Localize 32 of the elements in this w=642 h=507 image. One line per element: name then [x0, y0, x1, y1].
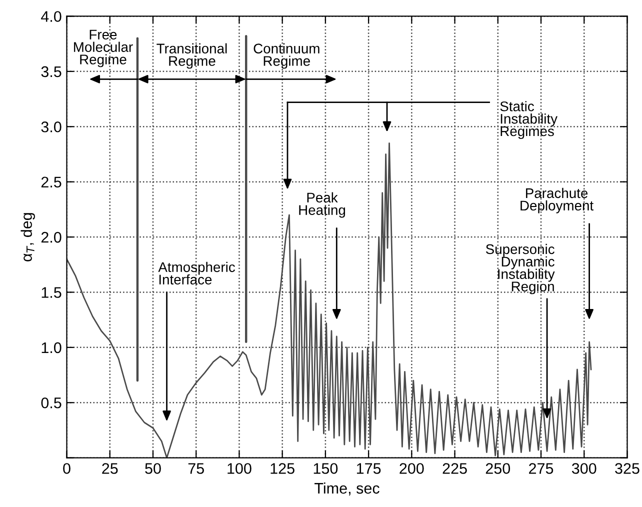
y-tick-label: 3.0: [41, 121, 62, 132]
x-tick-label: 275: [529, 463, 554, 474]
x-axis-title: Time, sec: [314, 482, 380, 496]
annotation: Parachute Deployment: [520, 188, 594, 214]
x-tick-label: 125: [270, 463, 294, 474]
annotation: Static Instability Regimes: [500, 101, 558, 139]
y-tick-label: 3.5: [41, 66, 62, 78]
x-tick-label: 150: [314, 463, 338, 474]
x-tick-label: 250: [486, 463, 510, 474]
y-axis-title: α$_{T}$, deg: [20, 213, 35, 262]
x-tick-label: 325: [615, 463, 640, 474]
x-tick-label: 200: [400, 463, 424, 474]
y-tick-label: 2.0: [41, 232, 62, 243]
annotation: Free Molecular Regime: [74, 30, 133, 68]
y-tick-label: 2.5: [41, 176, 62, 188]
y-tick-label: 0.5: [41, 397, 62, 408]
x-tick-label: 25: [102, 463, 118, 474]
x-tick-label: 50: [145, 463, 161, 474]
annotation: Transitional Regime: [156, 43, 227, 69]
y-tick-label: 1.0: [42, 342, 62, 354]
x-tick-label: 0: [63, 463, 70, 474]
x-tick-label: 225: [442, 463, 467, 474]
x-tick-label: 75: [188, 463, 204, 474]
x-tick-label: 175: [356, 463, 381, 474]
y-tick-label: 1.5: [42, 287, 62, 298]
annotation: Continuum Regime: [254, 43, 320, 69]
annotation: Atmospheric Interface: [158, 262, 235, 285]
x-tick-label: 300: [572, 463, 596, 474]
x-tick-label: 100: [228, 463, 252, 474]
annotation: Supersonic Dynamic Instability Region: [486, 244, 555, 294]
annotation: Peak Heating: [299, 192, 346, 218]
y-tick-label: 4.0: [41, 11, 62, 22]
